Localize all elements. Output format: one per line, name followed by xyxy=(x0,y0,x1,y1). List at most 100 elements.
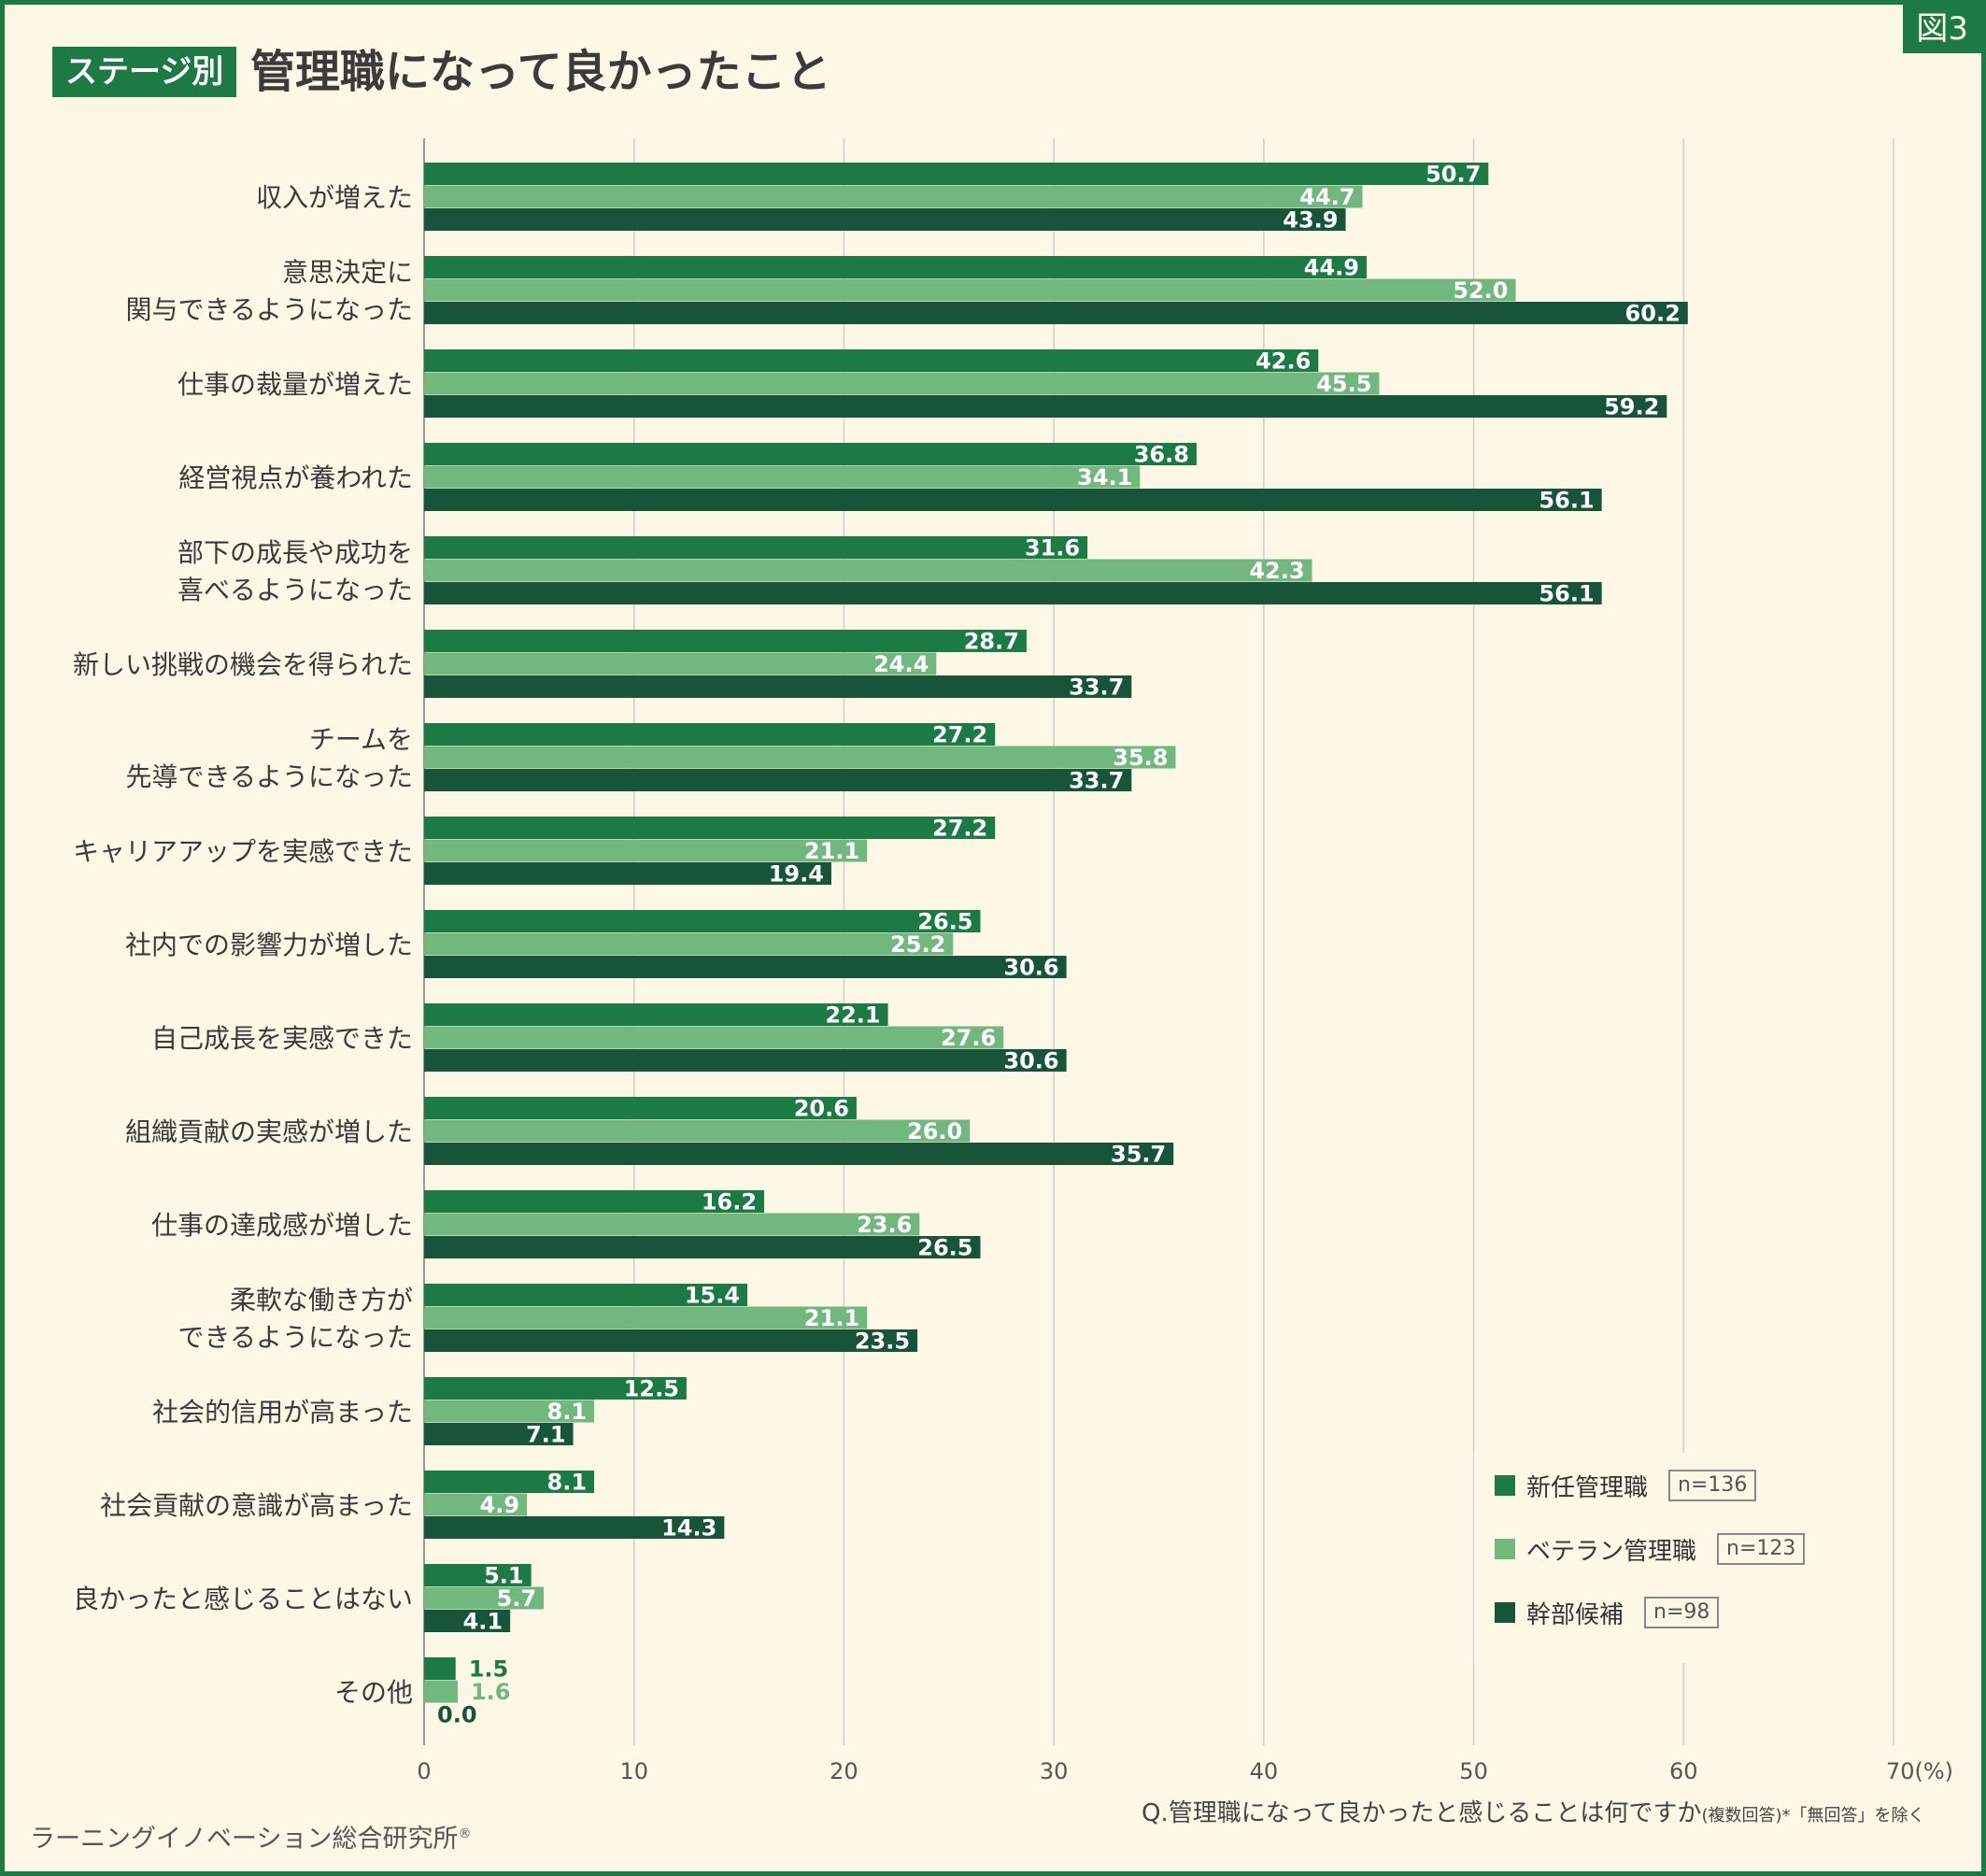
bar xyxy=(424,1516,725,1539)
bar xyxy=(424,1610,511,1632)
bar-value-label: 27.6 xyxy=(941,1025,996,1051)
bar xyxy=(424,1423,574,1445)
bar xyxy=(424,465,1141,489)
bar xyxy=(424,582,1602,604)
bar-value-label: 56.1 xyxy=(1539,488,1594,514)
bar xyxy=(424,817,996,839)
bar xyxy=(424,956,1067,978)
bar-value-label: 1.6 xyxy=(471,1679,511,1705)
bar-value-label: 25.2 xyxy=(890,931,945,958)
bar-value-label: 20.6 xyxy=(794,1096,849,1122)
bar-value-label: 23.5 xyxy=(855,1329,910,1355)
category-label: キャリアアップを実感できた xyxy=(73,836,413,867)
survey-question: Q.管理職になって良かったと感じることは何ですか(複数回答)*「無回答」を除く xyxy=(1142,1794,1924,1828)
category-label: 収入が増えた xyxy=(256,182,413,213)
bar xyxy=(424,1236,981,1258)
bar xyxy=(424,349,1319,372)
bar-value-label: 60.2 xyxy=(1625,301,1681,327)
legend: 新任管理職 n=136 ベテラン管理職 n=123 幹部候補 n=98 xyxy=(1495,1467,1831,1654)
bar xyxy=(424,1400,595,1423)
bar xyxy=(424,1284,748,1306)
bar-value-label: 4.9 xyxy=(480,1492,520,1518)
x-tick-label: 20 xyxy=(830,1758,858,1784)
legend-swatch xyxy=(1495,1539,1515,1559)
bar-value-label: 35.7 xyxy=(1111,1142,1166,1168)
bar xyxy=(424,1306,868,1329)
bar xyxy=(424,723,996,746)
survey-question-text: Q.管理職になって良かったと感じることは何ですか xyxy=(1142,1799,1702,1827)
category-label: 経営視点が養われた xyxy=(178,462,413,493)
bar xyxy=(424,1586,545,1610)
bar-value-label: 16.2 xyxy=(702,1189,757,1215)
bar-value-label: 1.5 xyxy=(469,1656,509,1683)
bar xyxy=(424,185,1363,208)
bar-value-label: 14.3 xyxy=(661,1515,716,1542)
bar xyxy=(424,1143,1174,1165)
category-label: 部下の成長や成功を xyxy=(177,537,413,568)
bar-value-label: 30.6 xyxy=(1003,1048,1058,1074)
bar xyxy=(424,630,1027,652)
bar-value-label: 42.6 xyxy=(1255,348,1311,375)
category-label: 良かったと感じることはない xyxy=(73,1584,413,1614)
legend-item-new-manager: 新任管理職 n=136 xyxy=(1495,1467,1757,1504)
registered-mark: ® xyxy=(458,1826,472,1841)
category-label: 社内での影響力が増した xyxy=(125,930,413,960)
bar xyxy=(424,652,937,675)
legend-swatch xyxy=(1495,1602,1515,1623)
bar-value-label: 28.7 xyxy=(964,629,1019,655)
bar xyxy=(424,163,1489,185)
x-tick-label: 30 xyxy=(1040,1758,1069,1784)
bar-value-label: 45.5 xyxy=(1316,371,1371,397)
bar-value-label: 56.1 xyxy=(1539,581,1594,607)
category-label: 喜べるようになった xyxy=(177,575,413,605)
category-label: 社会貢献の意識が高まった xyxy=(100,1490,413,1521)
bar-value-label: 26.5 xyxy=(917,1235,972,1261)
bar-value-label: 21.1 xyxy=(804,1305,859,1331)
bar-value-label: 8.1 xyxy=(547,1399,588,1425)
category-label: 仕事の達成感が増した xyxy=(151,1210,413,1241)
survey-question-note: (複数回答)*「無回答」を除く xyxy=(1701,1806,1925,1826)
x-tick-label: 70(%) xyxy=(1886,1758,1953,1784)
legend-swatch xyxy=(1495,1475,1515,1496)
bar xyxy=(424,675,1132,698)
bar-value-label: 24.4 xyxy=(873,651,929,677)
bar xyxy=(424,1003,888,1026)
category-label: 先導できるようになった xyxy=(126,761,413,792)
legend-label: ベテラン管理職 xyxy=(1526,1537,1697,1566)
legend-sample-size: n=136 xyxy=(1668,1470,1757,1501)
bar xyxy=(424,1377,687,1400)
bar-value-label: 22.1 xyxy=(825,1002,880,1029)
category-label: 仕事の裁量が増えた xyxy=(177,369,413,400)
category-label: 新しい挑戦の機会を得られた xyxy=(73,649,413,680)
bar xyxy=(424,839,868,862)
bar-value-label: 59.2 xyxy=(1604,394,1659,420)
category-label: 組織貢献の実感が増した xyxy=(125,1116,413,1147)
bar xyxy=(424,443,1197,465)
category-label: 関与できるようになった xyxy=(126,294,413,325)
x-tick-label: 10 xyxy=(619,1758,648,1784)
bar-value-label: 42.3 xyxy=(1249,558,1304,584)
legend-sample-size: n=123 xyxy=(1717,1533,1806,1565)
bar-value-label: 34.1 xyxy=(1077,464,1132,490)
figure-tag: 図3 xyxy=(1903,5,1981,53)
bar-value-label: 52.0 xyxy=(1453,277,1508,304)
bar-value-label: 12.5 xyxy=(624,1376,679,1402)
bar-value-label: 36.8 xyxy=(1134,442,1189,468)
bar-value-label: 27.2 xyxy=(932,816,987,842)
publisher-name: ラーニングイノベーション総合研究所 xyxy=(30,1825,459,1854)
bar xyxy=(424,1657,456,1680)
bar-value-label: 44.7 xyxy=(1299,184,1355,210)
bar xyxy=(424,536,1088,559)
bar-value-label: 33.7 xyxy=(1069,675,1124,701)
category-label: 柔軟な働き方が xyxy=(230,1285,413,1315)
x-tick-label: 60 xyxy=(1669,1758,1698,1784)
bar-value-label: 15.4 xyxy=(685,1283,740,1309)
bar xyxy=(424,1329,918,1352)
bar xyxy=(424,862,831,885)
bar-value-label: 26.0 xyxy=(907,1118,962,1144)
chart-title: 管理職になって良かったこと xyxy=(250,46,831,98)
legend-item-veteran-manager: ベテラン管理職 n=123 xyxy=(1495,1530,1806,1568)
bar xyxy=(424,1190,765,1213)
